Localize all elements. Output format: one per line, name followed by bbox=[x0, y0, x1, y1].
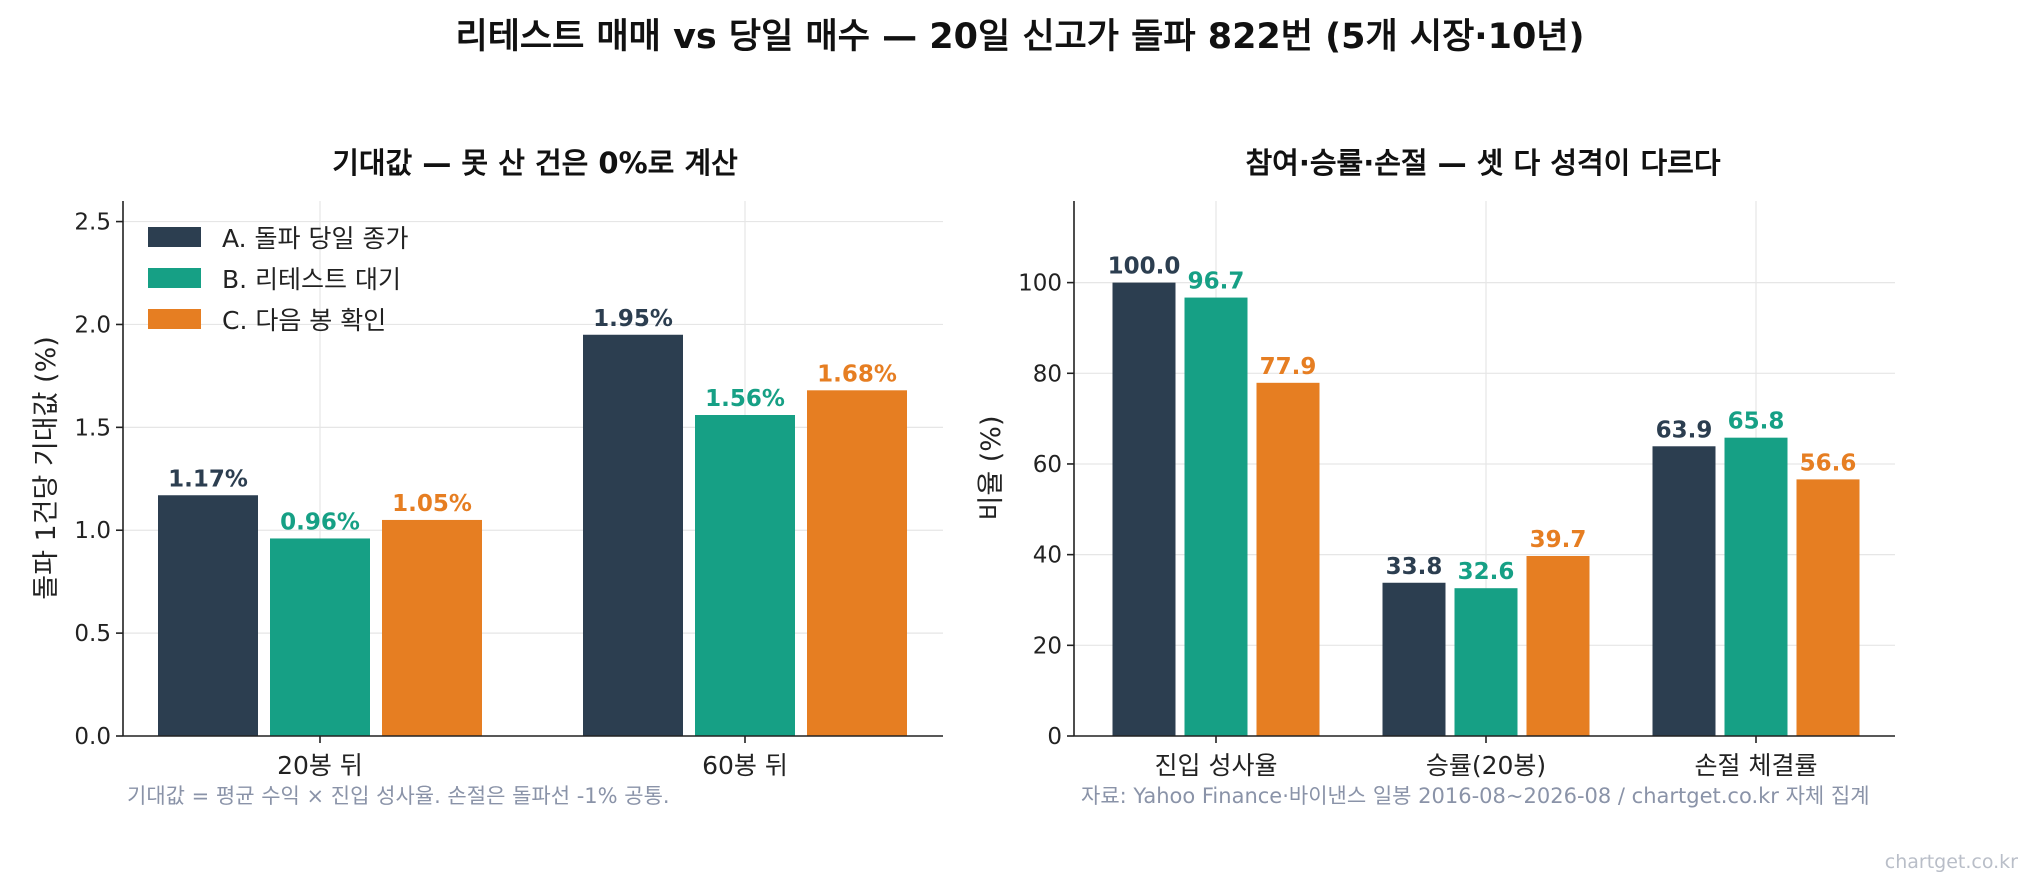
right-bar bbox=[1382, 582, 1446, 736]
left-chart-panel: 기대값 — 못 산 건은 0%로 계산 1.17% 0.96% 1.05% 1.95%… bbox=[31, 146, 943, 808]
legend-label: C. 다음 봉 확인 bbox=[222, 306, 386, 335]
right-bar bbox=[1652, 446, 1716, 736]
right-chart-title: 참여·승률·손절 — 셋 다 성격이 다르다 bbox=[1245, 146, 1720, 180]
right-x-tick-label: 손절 체결률 bbox=[1695, 751, 1818, 780]
left-y-tick-label: 1.0 bbox=[74, 518, 111, 544]
right-bar bbox=[1256, 382, 1320, 736]
left-bar bbox=[158, 495, 258, 736]
left-bar-value-label: 1.95% bbox=[593, 306, 673, 332]
left-bar-value-label: 1.05% bbox=[392, 491, 472, 517]
legend-swatch bbox=[148, 309, 201, 329]
right-bar bbox=[1796, 479, 1860, 736]
right-y-axis-label: 비율 (%) bbox=[976, 416, 1007, 521]
right-bar bbox=[1112, 282, 1176, 736]
left-bar-value-label: 1.68% bbox=[817, 361, 897, 387]
right-chart-panel: 참여·승률·손절 — 셋 다 성격이 다르다 100.0 96.7 77.9 33.8… bbox=[976, 146, 1895, 808]
right-bar-value-label: 32.6 bbox=[1458, 559, 1515, 585]
right-footnote: 자료: Yahoo Finance·바이낸스 일봉 2016-08~2026-0… bbox=[1081, 784, 1870, 808]
right-bar bbox=[1454, 588, 1518, 736]
left-bar bbox=[583, 334, 683, 736]
right-bar-value-label: 96.7 bbox=[1188, 269, 1245, 295]
legend-label: B. 리테스트 대기 bbox=[222, 265, 401, 294]
left-y-axis-label: 돌파 1건당 기대값 (%) bbox=[31, 336, 62, 600]
legend-label: A. 돌파 당일 종가 bbox=[222, 224, 408, 253]
right-bar bbox=[1724, 437, 1788, 736]
right-bar-value-label: 33.8 bbox=[1386, 554, 1443, 580]
left-bar-value-label: 1.56% bbox=[705, 386, 785, 412]
legend-swatch bbox=[148, 268, 201, 288]
right-bar-value-label: 77.9 bbox=[1260, 354, 1317, 380]
left-chart-title: 기대값 — 못 산 건은 0%로 계산 bbox=[332, 146, 738, 180]
left-bar bbox=[807, 390, 907, 736]
right-y-tick-label: 40 bbox=[1033, 543, 1062, 569]
right-x-tick-label: 승률(20봉) bbox=[1426, 751, 1546, 780]
right-bar-value-label: 39.7 bbox=[1530, 527, 1587, 553]
left-y-tick-label: 2.0 bbox=[74, 312, 111, 338]
right-x-tick-label: 진입 성사율 bbox=[1155, 751, 1278, 780]
left-bar-value-label: 0.96% bbox=[280, 509, 360, 535]
left-y-tick-label: 2.5 bbox=[74, 210, 111, 236]
right-y-tick-label: 100 bbox=[1018, 271, 1062, 297]
right-y-tick-label: 80 bbox=[1033, 361, 1062, 387]
left-legend: A. 돌파 당일 종가 B. 리테스트 대기 C. 다음 봉 확인 bbox=[148, 224, 408, 335]
right-bar bbox=[1184, 297, 1248, 736]
left-x-tick-label: 60봉 뒤 bbox=[702, 751, 788, 780]
left-x-tick-label: 20봉 뒤 bbox=[277, 751, 363, 780]
left-bar bbox=[270, 538, 370, 736]
right-y-tick-label: 0 bbox=[1047, 724, 1062, 750]
right-y-tick-label: 60 bbox=[1033, 452, 1062, 478]
right-y-tick-label: 20 bbox=[1033, 633, 1062, 659]
watermark: chartget.co.kr bbox=[1885, 851, 2018, 873]
right-bar-value-label: 65.8 bbox=[1728, 409, 1785, 435]
legend-swatch bbox=[148, 227, 201, 247]
left-y-tick-label: 0.5 bbox=[74, 621, 111, 647]
left-bar bbox=[695, 415, 795, 736]
right-bar-value-label: 63.9 bbox=[1656, 417, 1713, 443]
left-bar bbox=[382, 519, 482, 736]
right-bar-value-label: 100.0 bbox=[1108, 254, 1181, 280]
main-title: 리테스트 매매 vs 당일 매수 — 20일 신고가 돌파 822번 (5개 시… bbox=[455, 17, 1585, 57]
left-footnote: 기대값 = 평균 수익 × 진입 성사율. 손절은 돌파선 -1% 공통. bbox=[127, 784, 670, 808]
right-bar-value-label: 56.6 bbox=[1800, 450, 1857, 476]
left-bar-value-label: 1.17% bbox=[168, 466, 248, 492]
left-y-tick-label: 0.0 bbox=[74, 724, 111, 750]
right-bar bbox=[1526, 556, 1590, 736]
left-y-tick-label: 1.5 bbox=[74, 415, 111, 441]
